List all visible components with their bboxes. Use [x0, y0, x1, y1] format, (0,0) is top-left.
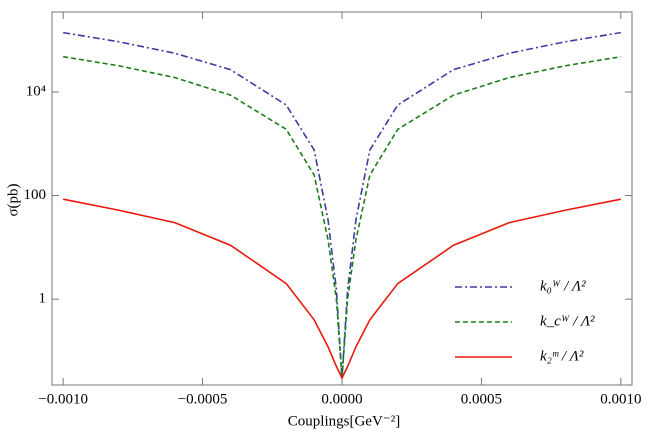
- series-line: [62, 198, 622, 380]
- x-tick-label: 0.0000: [321, 391, 362, 407]
- x-tick-label: 0.0005: [461, 391, 502, 407]
- y-axis-label: σ(pb): [5, 183, 21, 216]
- x-axis-label: Couplings[GeV⁻²]: [288, 413, 400, 429]
- y-tick-label: 100: [24, 187, 47, 203]
- series-line: [63, 31, 621, 379]
- x-tick-label: −0.0010: [38, 391, 88, 407]
- legend-label: k₂ᵐ / Λ²: [540, 348, 584, 364]
- legend-label: k₀ᵂ / Λ²: [540, 278, 586, 294]
- x-tick-label: 0.0010: [600, 391, 641, 407]
- y-tick-label: 10⁴: [26, 83, 46, 99]
- x-tick-label: −0.0005: [178, 391, 228, 407]
- legend-label: k_cᵂ / Λ²: [540, 313, 595, 329]
- y-tick-label: 1: [39, 291, 47, 307]
- series-line: [63, 55, 621, 379]
